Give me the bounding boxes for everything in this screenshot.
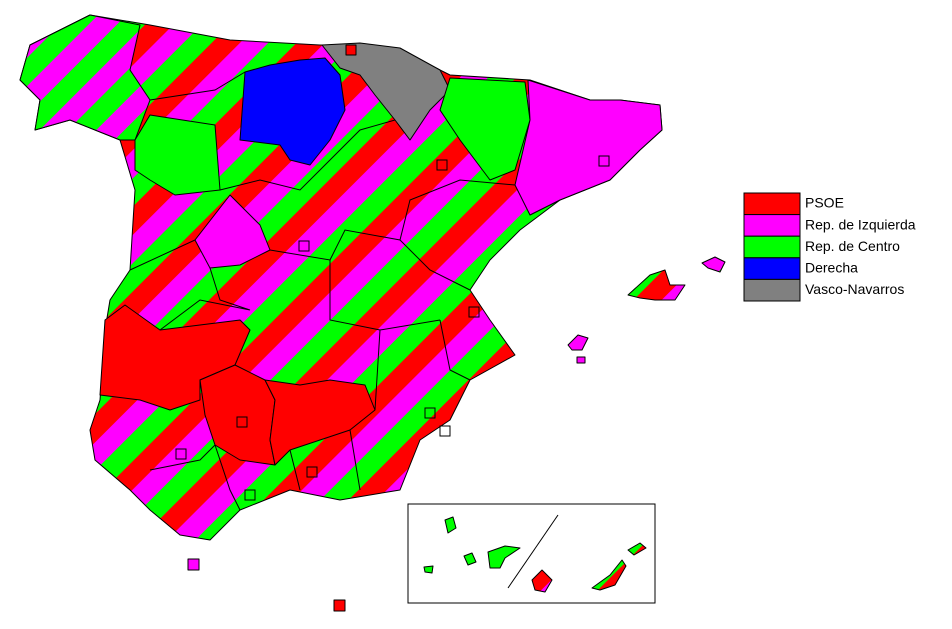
island xyxy=(627,269,686,301)
province xyxy=(134,114,221,196)
galicia xyxy=(19,14,151,141)
legend-label: Vasco-Navarros xyxy=(805,281,904,297)
legend-swatch xyxy=(743,278,801,302)
legend-swatch xyxy=(743,214,801,237)
legend-label: Derecha xyxy=(805,260,858,276)
marker xyxy=(468,306,480,318)
island xyxy=(576,356,586,364)
marker xyxy=(436,159,448,171)
province xyxy=(239,57,346,166)
legend-swatch xyxy=(743,257,801,280)
island xyxy=(531,569,553,593)
border xyxy=(129,71,516,511)
island xyxy=(567,334,589,351)
divider xyxy=(507,514,559,589)
island xyxy=(423,565,434,574)
marker xyxy=(187,558,200,571)
marker xyxy=(175,448,187,460)
island xyxy=(627,542,647,556)
island xyxy=(487,545,521,569)
marker xyxy=(236,416,248,428)
province xyxy=(321,42,451,141)
island xyxy=(463,552,477,566)
marker xyxy=(424,407,436,419)
marker xyxy=(598,155,610,167)
marker xyxy=(306,466,318,478)
marker xyxy=(333,599,346,612)
legend: PSOE Rep. de Izquierda Rep. de Centro Derec… xyxy=(743,192,916,302)
legend-swatch xyxy=(743,235,801,259)
province xyxy=(514,79,663,216)
marker xyxy=(298,240,310,252)
marker xyxy=(244,489,256,501)
marker xyxy=(439,425,451,437)
legend-swatch xyxy=(743,192,801,216)
legend-label: Rep. de Izquierda xyxy=(805,216,916,232)
marker xyxy=(345,44,357,56)
legend-label: PSOE xyxy=(805,195,844,211)
province xyxy=(264,379,376,466)
legend-label: Rep. de Centro xyxy=(805,238,900,254)
island xyxy=(701,256,726,273)
island xyxy=(591,559,627,591)
province xyxy=(439,77,531,181)
island xyxy=(444,516,457,534)
